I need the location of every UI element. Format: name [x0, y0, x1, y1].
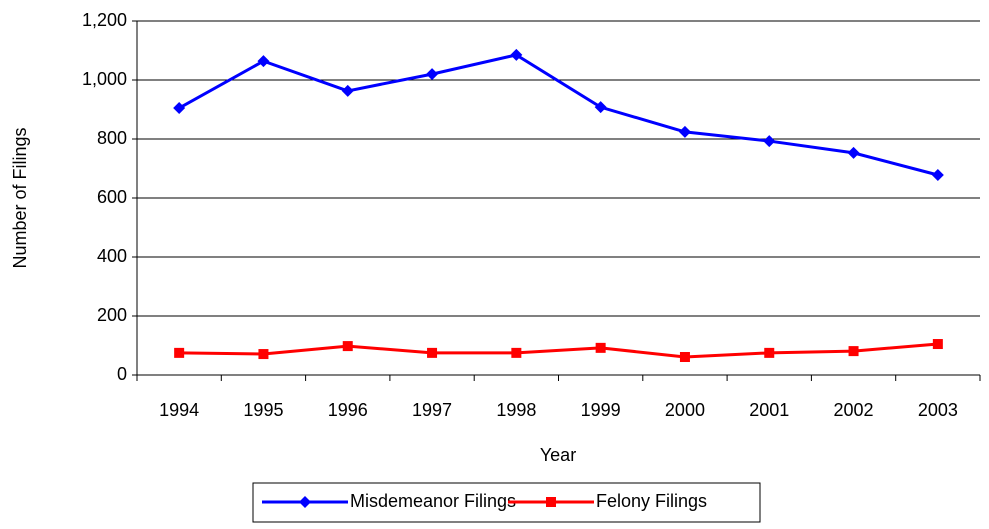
data-point [173, 102, 186, 115]
y-axis-title: Number of Filings [10, 127, 30, 268]
x-tick-label: 1994 [159, 400, 199, 420]
data-point [932, 339, 943, 350]
data-point [257, 55, 270, 68]
data-point [679, 352, 690, 363]
x-tick-label: 2000 [665, 400, 705, 420]
y-tick-label: 1,000 [82, 69, 127, 89]
data-point [764, 347, 775, 358]
x-tick-label: 2002 [834, 400, 874, 420]
data-point [341, 84, 354, 97]
x-tick-label: 1995 [243, 400, 283, 420]
data-point [427, 347, 438, 358]
data-point [510, 48, 523, 61]
data-point [847, 146, 860, 159]
data-point [511, 347, 522, 358]
y-tick-label: 0 [117, 364, 127, 384]
x-tick-label: 1998 [496, 400, 536, 420]
legend-label: Felony Filings [596, 491, 707, 511]
legend-label: Misdemeanor Filings [350, 491, 516, 511]
x-tick-label: 1996 [328, 400, 368, 420]
x-tick-label: 1997 [412, 400, 452, 420]
data-point [931, 168, 944, 181]
x-tick-label: 1999 [581, 400, 621, 420]
data-point [678, 125, 691, 138]
x-axis-title: Year [540, 445, 576, 465]
series-line [179, 342, 938, 359]
x-tick-label: 2003 [918, 400, 958, 420]
data-point [174, 347, 185, 358]
y-tick-label: 400 [97, 246, 127, 266]
y-tick-label: 800 [97, 128, 127, 148]
x-tick-label: 2001 [749, 400, 789, 420]
data-point [258, 349, 269, 360]
data-point [594, 101, 607, 114]
data-point [848, 346, 859, 357]
y-tick-label: 600 [97, 187, 127, 207]
y-tick-label: 1,200 [82, 10, 127, 30]
data-point [763, 135, 776, 148]
data-point [342, 341, 353, 352]
legend-marker [546, 497, 556, 507]
series-line [178, 53, 939, 177]
y-tick-label: 200 [97, 305, 127, 325]
data-point [595, 342, 606, 353]
data-point [426, 68, 439, 81]
legend-marker [299, 496, 311, 508]
